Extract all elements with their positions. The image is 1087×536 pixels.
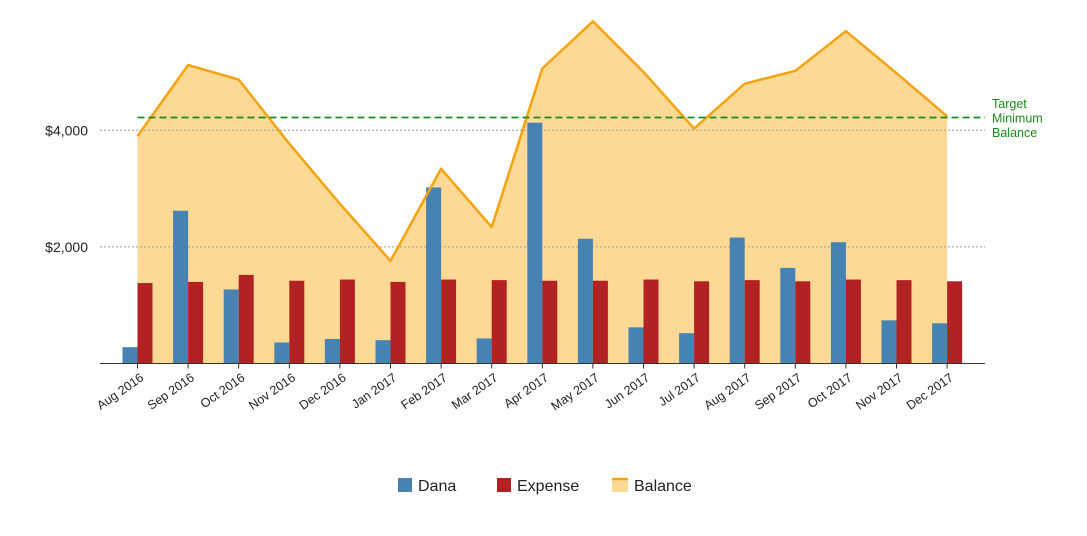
target-label-line: Balance (992, 126, 1037, 140)
bar-dana-11 (679, 333, 695, 364)
bar-expense-6 (441, 279, 457, 364)
bar-expense-13 (795, 281, 811, 364)
bar-dana-7 (476, 338, 492, 364)
x-tick-label-1: Sep 2016 (145, 370, 197, 412)
y-tick-label-1: $4,000 (45, 122, 88, 138)
legend-label-2: Balance (634, 478, 692, 495)
x-tick-label-0: Aug 2016 (94, 370, 146, 412)
y-tick-label-0: $2,000 (45, 239, 88, 255)
x-tick-label-16: Dec 2017 (904, 370, 956, 412)
bar-dana-3 (274, 342, 290, 364)
bar-dana-10 (628, 327, 644, 364)
x-tick-label-2: Oct 2016 (198, 370, 248, 411)
bar-dana-8 (527, 122, 543, 364)
bar-expense-11 (694, 281, 710, 364)
bar-expense-16 (947, 281, 963, 364)
bar-dana-0 (122, 347, 138, 364)
bar-dana-9 (577, 238, 593, 364)
bar-dana-1 (173, 210, 189, 364)
bar-dana-4 (324, 339, 340, 364)
x-tick-label-7: Mar 2017 (449, 370, 500, 412)
legend-label-1: Expense (517, 478, 579, 495)
bar-dana-15 (881, 320, 897, 364)
bar-dana-16 (932, 323, 948, 364)
bar-expense-4 (339, 279, 355, 364)
x-tick-label-14: Oct 2017 (805, 370, 855, 411)
bar-dana-2 (223, 289, 239, 364)
bar-expense-5 (390, 281, 406, 364)
bar-dana-13 (780, 267, 796, 364)
bar-expense-7 (491, 280, 507, 364)
legend-label-0: Dana (418, 478, 456, 495)
bar-expense-12 (744, 280, 760, 364)
legend-swatch-1 (497, 478, 511, 492)
bar-expense-0 (137, 283, 153, 364)
x-tick-label-9: May 2017 (549, 370, 602, 413)
target-label-line: Minimum (992, 112, 1043, 126)
bar-expense-10 (643, 279, 659, 364)
x-tick-label-5: Jan 2017 (349, 370, 399, 411)
bar-dana-6 (426, 187, 442, 364)
bar-expense-2 (238, 274, 254, 364)
balance-line (136, 20, 948, 263)
bar-expense-15 (896, 280, 912, 364)
target-label: Target Minimum Balance (992, 97, 1043, 140)
legend-swatch-balance (612, 478, 628, 492)
x-tick-label-8: Apr 2017 (501, 370, 551, 411)
bar-expense-8 (542, 280, 558, 364)
x-tick-label-10: Jun 2017 (602, 370, 652, 411)
x-tick-label-11: Jul 2017 (656, 370, 703, 409)
x-tick-label-12: Aug 2017 (702, 370, 754, 412)
bar-expense-14 (845, 279, 861, 364)
x-tick-label-13: Sep 2017 (752, 370, 804, 412)
bar-dana-5 (375, 340, 391, 364)
bar-dana-12 (729, 237, 745, 364)
x-tick-label-15: Nov 2017 (853, 370, 905, 412)
target-label-line: Target (992, 97, 1027, 111)
bar-expense-9 (592, 280, 608, 364)
bar-expense-1 (188, 281, 204, 364)
x-tick-label-3: Nov 2016 (246, 370, 298, 412)
bar-expense-3 (289, 280, 305, 364)
x-tick-label-4: Dec 2016 (297, 370, 349, 412)
bar-dana-14 (830, 242, 846, 364)
legend-swatch-0 (398, 478, 412, 492)
x-tick-label-6: Feb 2017 (399, 370, 450, 412)
